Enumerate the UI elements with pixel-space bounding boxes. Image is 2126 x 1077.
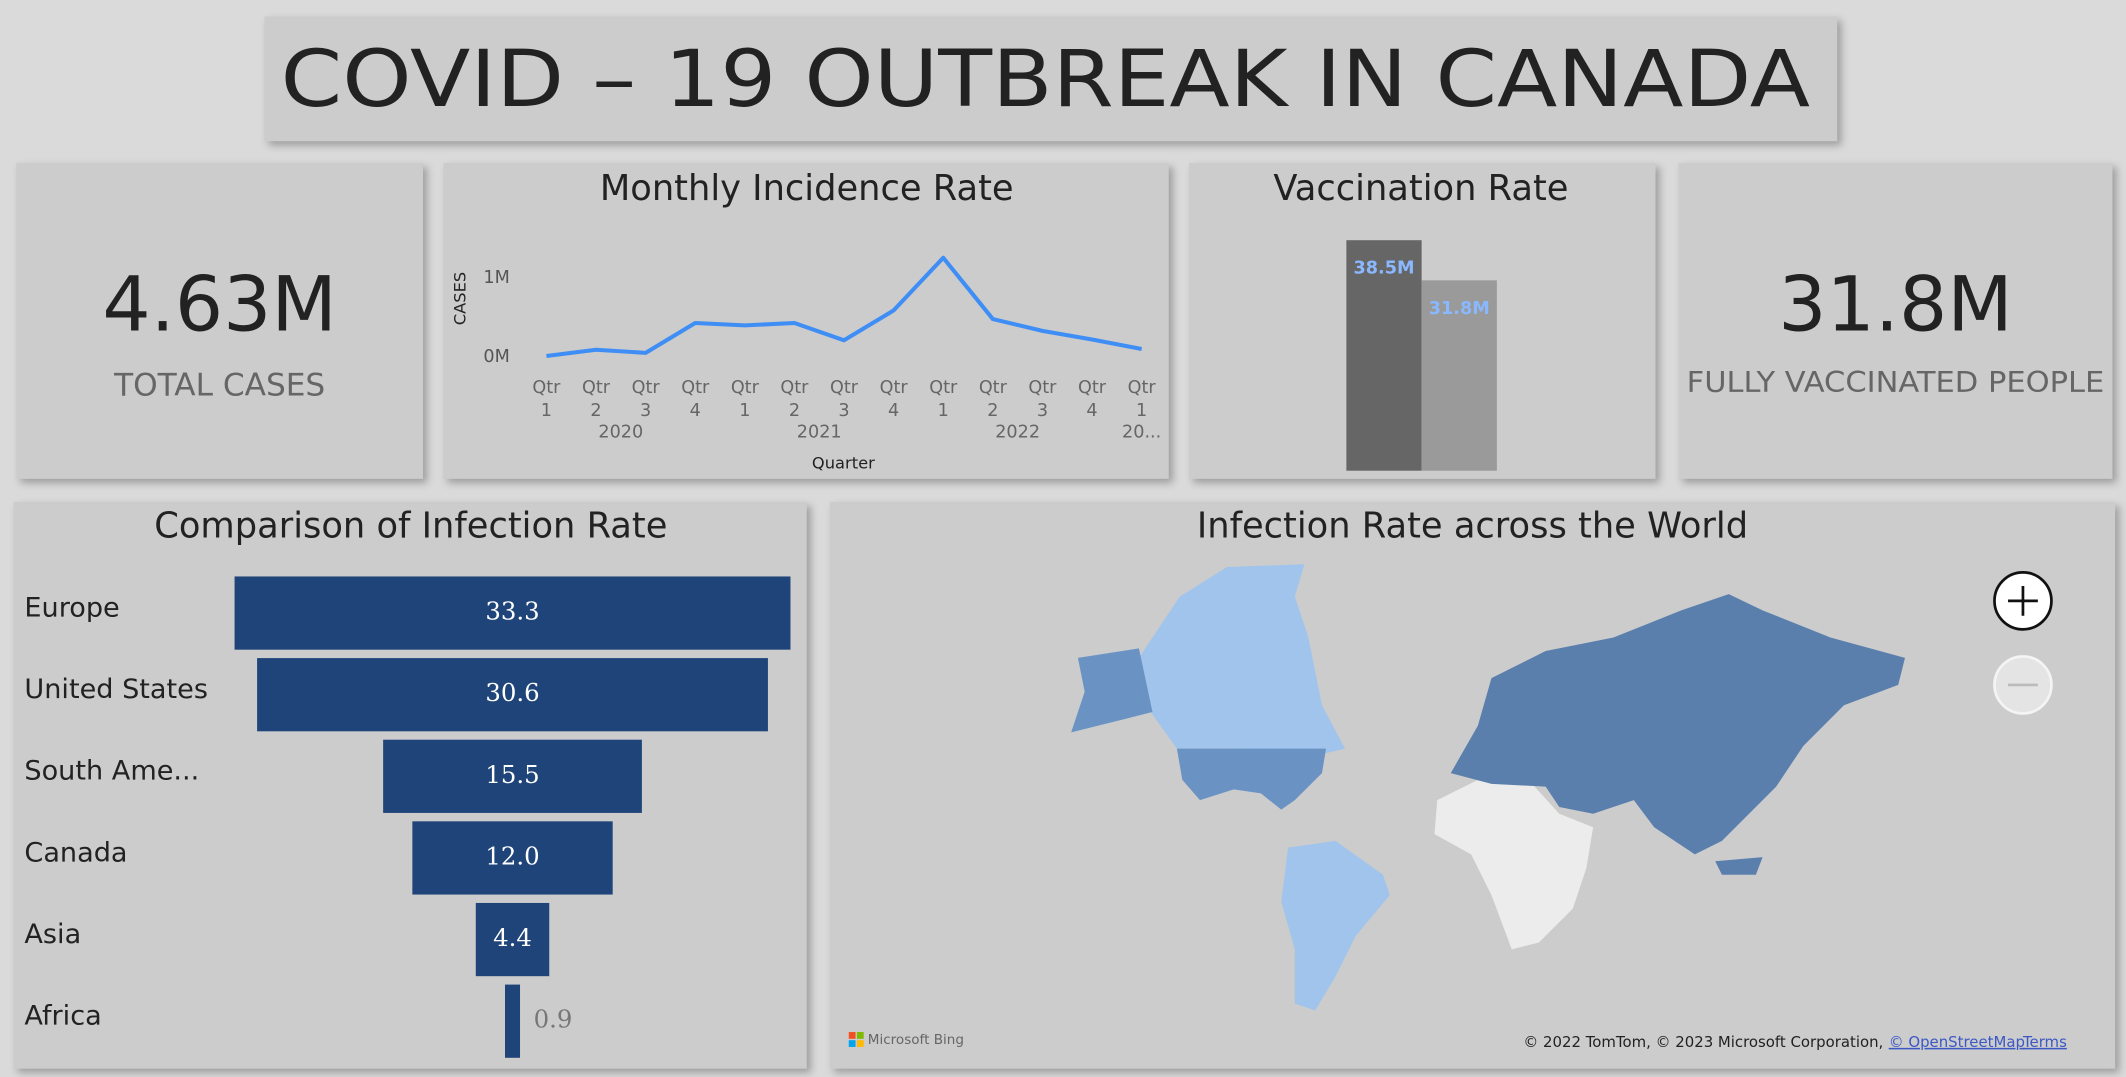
bar-value-label: 38.5M [1354, 259, 1415, 279]
chart-title: Monthly Incidence Rate [600, 168, 1014, 209]
funnel-bar [383, 739, 642, 813]
x-group-label: 20... [1122, 423, 1161, 443]
region-united-states [1176, 748, 1327, 810]
logo-square [856, 1032, 864, 1039]
x-tick-label: Qtr 4 [1078, 378, 1107, 421]
zoom-out-button[interactable] [1993, 655, 2053, 715]
dashboard-title: COVID – 19 OUTBREAK IN CANADA [281, 33, 1811, 125]
chart-title: Comparison of Infection Rate [154, 506, 667, 547]
x-tick-label: Qtr 3 [632, 378, 661, 421]
funnel-value-label: 4.4 [493, 923, 532, 952]
x-group-label: 2020 [598, 423, 643, 443]
funnel-value-label: 0.9 [534, 1005, 573, 1034]
map-title: Infection Rate across the World [1197, 506, 1748, 547]
card-value: 4.63M [102, 260, 337, 348]
region-islands [1715, 857, 1763, 875]
region-eurasia [1450, 594, 1905, 855]
funnel-bar [412, 821, 613, 895]
y-tick-label: 1M [483, 268, 509, 288]
line-panel [443, 162, 1169, 479]
funnel-value-label: 15.5 [485, 760, 539, 789]
card-label: FULLY VACCINATED PEOPLE [1687, 366, 2105, 399]
x-axis-label: Quarter [812, 453, 875, 472]
card-value: 31.8M [1778, 260, 2013, 348]
x-tick-label: Qtr 4 [681, 378, 710, 421]
x-tick-label: Qtr 2 [979, 378, 1008, 421]
card-panel [1678, 162, 2113, 479]
category-label: United States [24, 674, 208, 705]
chart-title: Vaccination Rate [1273, 168, 1568, 209]
zoom-in-icon[interactable] [2008, 585, 2038, 616]
bar [1421, 280, 1497, 471]
terms-link[interactable]: Terms [2022, 1033, 2067, 1051]
x-tick-label: Qtr 2 [780, 378, 809, 421]
x-tick-label: Qtr 2 [582, 378, 611, 421]
map-logo: Microsoft Bing [868, 1032, 964, 1048]
logo-square [856, 1040, 864, 1047]
funnel-value-label: 12.0 [485, 841, 539, 870]
card-panel [16, 162, 424, 479]
category-label: Asia [24, 919, 81, 950]
x-tick-label: Qtr 3 [1028, 378, 1057, 421]
x-tick-label: Qtr 1 [1128, 378, 1157, 421]
card-label: TOTAL CASES [113, 368, 325, 404]
map-attribution: © 2022 TomTom, © 2023 Microsoft Corporat… [1523, 1033, 1883, 1051]
x-tick-label: Qtr 3 [830, 378, 859, 421]
y-tick-label: 0M [483, 347, 509, 367]
region-north-america [1136, 564, 1346, 755]
category-label: Africa [24, 1001, 101, 1032]
x-tick-label: Qtr 1 [532, 378, 561, 421]
bar-value-label: 31.8M [1429, 299, 1490, 319]
logo-square [848, 1040, 856, 1047]
x-group-label: 2021 [797, 423, 842, 443]
funnel-bar [234, 576, 791, 650]
x-group-label: 2022 [995, 423, 1040, 443]
funnel-bar [475, 902, 550, 977]
logo-square [848, 1032, 856, 1039]
funnel-value-label: 33.3 [485, 597, 539, 626]
funnel-bar [505, 984, 521, 1058]
region-africa [1434, 779, 1594, 950]
category-label: Canada [24, 837, 127, 868]
x-tick-label: Qtr 1 [929, 378, 958, 421]
attribution-link[interactable]: © OpenStreetMap [1889, 1033, 2025, 1051]
funnel-value-label: 30.6 [485, 678, 539, 707]
funnel-bar [257, 658, 768, 732]
bar [1346, 240, 1422, 471]
category-label: Europe [24, 593, 119, 624]
y-axis-label: CASES [450, 272, 469, 325]
bing-logo-icon [848, 1032, 864, 1047]
region-alaska [1071, 648, 1153, 733]
x-tick-label: Qtr 1 [731, 378, 760, 421]
line-series [546, 255, 1143, 359]
title-panel [264, 16, 1838, 142]
zoom-in-button[interactable] [1993, 571, 2053, 631]
region-south-america [1281, 840, 1390, 1011]
x-tick-label: Qtr 4 [880, 378, 909, 421]
category-label: South Ame... [24, 756, 199, 787]
world-map [1071, 564, 1905, 1011]
